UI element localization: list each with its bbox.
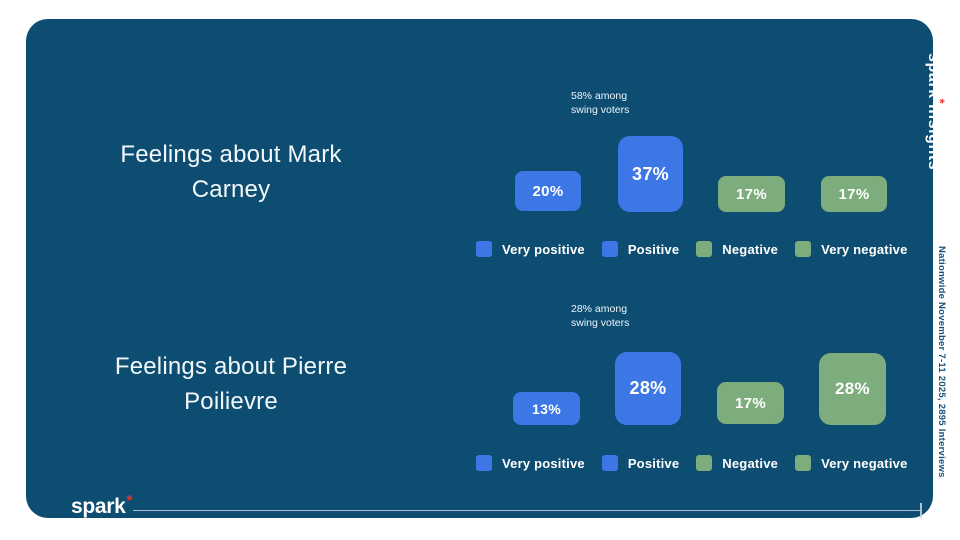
spark-logo-text: spark xyxy=(71,495,126,518)
chart1-bar-positive-37: 37% xyxy=(618,136,683,212)
legend-label: Very negative xyxy=(821,241,908,257)
legend-label: Negative xyxy=(722,241,779,257)
legend-item-very-positive: Very positive xyxy=(476,241,585,257)
legend-label: Positive xyxy=(627,455,680,471)
legend-swatch-icon xyxy=(601,455,618,471)
legend-item-positive: Positive xyxy=(601,241,680,257)
chart1-bar-negative-17: 17% xyxy=(821,176,887,212)
chart2-bar-negative-28: 28% xyxy=(819,353,886,425)
spark-logo-asterisk-icon: * xyxy=(126,492,133,509)
chart2-legend: Very positive Positive Negative Very negati… xyxy=(476,455,908,471)
legend-label: Very positive xyxy=(502,241,585,257)
chart1-legend: Very positive Positive Negative Very negati… xyxy=(476,241,908,257)
chart2-annotation-line1: 28% among xyxy=(571,303,628,315)
legend-item-negative: Negative xyxy=(696,455,778,471)
chart2-bar-positive-13: 13% xyxy=(513,392,580,425)
legend-swatch-icon xyxy=(795,241,812,257)
legend-swatch-icon xyxy=(795,455,812,471)
chart2-title: Feelings about Pierre Poilievre xyxy=(114,353,348,415)
chart1-bar-negative-17: 17% xyxy=(718,176,785,212)
chart1-annotation-line2: swing voters xyxy=(571,104,630,116)
legend-item-very-negative: Very negative xyxy=(795,455,907,471)
legend-item-very-negative: Very negative xyxy=(795,241,907,257)
vertical-logo-prefix: spark xyxy=(925,53,942,99)
legend-swatch-icon xyxy=(601,241,618,257)
chart2-annotation-line2: swing voters xyxy=(571,317,630,329)
survey-footnote-vertical: Nationwide November 7-11 2025, 2895 Inte… xyxy=(936,246,947,478)
legend-swatch-icon xyxy=(696,455,713,471)
chart2-bar-negative-17: 17% xyxy=(717,382,784,424)
vertical-logo-asterisk-icon: * xyxy=(932,98,947,105)
legend-label: Very negative xyxy=(821,455,908,471)
vertical-logo-suffix: insights xyxy=(925,104,942,171)
footer-rule xyxy=(133,510,921,511)
legend-swatch-icon xyxy=(476,455,492,471)
legend-swatch-icon xyxy=(476,241,492,257)
legend-label: Very positive xyxy=(502,455,585,471)
slide-card: Feelings about Mark Carney 58% among swi… xyxy=(26,19,946,519)
chart1-annotation-line1: 58% among xyxy=(571,90,628,102)
chart1-bar-positive-20: 20% xyxy=(515,171,581,211)
chart1-annotation: 58% among swing voters xyxy=(571,89,629,117)
footer-rule-end-tick xyxy=(920,503,922,518)
legend-item-negative: Negative xyxy=(696,241,778,257)
spark-insights-vertical-logo: spark*insights xyxy=(924,53,946,170)
chart2-annotation: 28% among swing voters xyxy=(571,302,629,330)
chart2-bar-positive-28: 28% xyxy=(615,352,681,425)
legend-item-positive: Positive xyxy=(601,455,680,471)
legend-label: Negative xyxy=(722,455,779,471)
legend-swatch-icon xyxy=(696,241,713,257)
chart1-title: Feelings about Mark Carney xyxy=(120,141,342,203)
legend-item-very-positive: Very positive xyxy=(476,455,585,471)
spark-logo: spark* xyxy=(71,492,132,519)
legend-label: Positive xyxy=(627,241,680,257)
